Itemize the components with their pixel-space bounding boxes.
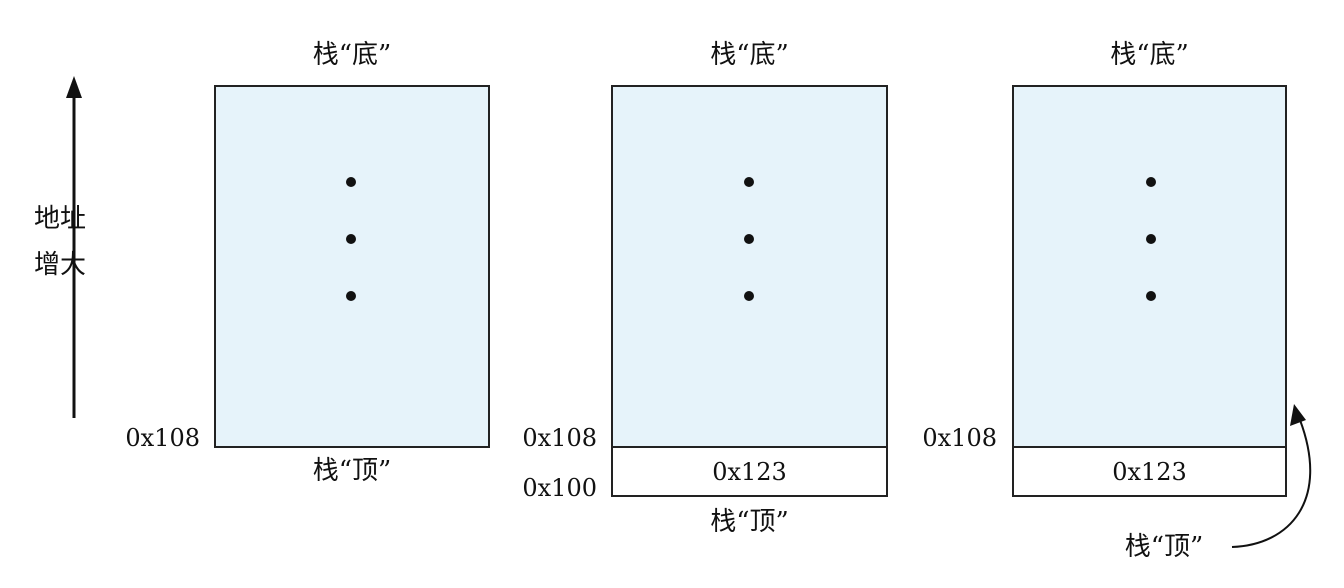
stack-top-label: 栈“顶” [710, 507, 789, 537]
stack-cell-value: 0x123 [611, 446, 888, 497]
ellipsis-dot [1146, 177, 1156, 187]
stack-address-0x108: 0x108 [522, 424, 597, 452]
axis-label-line1: 地址 [33, 204, 86, 234]
ellipsis-dot [744, 234, 754, 244]
stack-bottom-label: 栈“底” [312, 40, 392, 70]
stack-cell-value: 0x123 [1012, 446, 1287, 497]
stack-body [214, 85, 490, 448]
stack-bottom-label: 栈“底” [1110, 40, 1189, 70]
ellipsis-dot [744, 177, 754, 187]
ellipsis-dot [346, 177, 356, 187]
axis-label-line2: 增大 [33, 250, 86, 280]
ellipsis-dot [346, 234, 356, 244]
stack-top-label: 栈“顶” [312, 456, 392, 486]
stack-body [1012, 85, 1287, 448]
ellipsis-dot [1146, 291, 1156, 301]
stack-address-0x108: 0x108 [922, 424, 997, 452]
ellipsis-dot [346, 291, 356, 301]
ellipsis-dot [744, 291, 754, 301]
ellipsis-dot [1146, 234, 1156, 244]
stack-address-0x100: 0x100 [522, 474, 597, 502]
stack-top-label: 栈“顶” [1124, 532, 1204, 562]
stack-address-0x108: 0x108 [125, 424, 200, 452]
stack-body [611, 85, 888, 448]
stack-bottom-label: 栈“底” [710, 40, 789, 70]
